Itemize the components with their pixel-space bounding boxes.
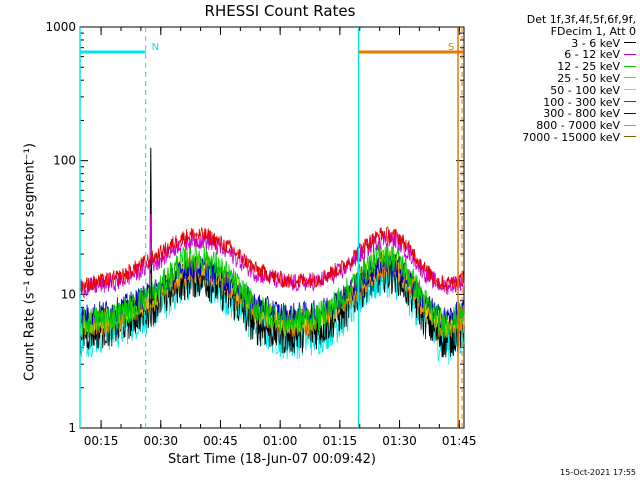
- legend-swatch: [624, 89, 636, 91]
- y-tick-label: 10: [61, 287, 76, 301]
- x-tick-label: 01:45: [442, 434, 477, 448]
- series-line: [79, 226, 465, 294]
- x-tick-label: 00:30: [143, 434, 178, 448]
- tick-labels: 1 10 100 1000 00:15 00:30 00:45 01:00 01:15 01:30…: [45, 20, 476, 448]
- legend-item-label: 300 - 800 keV: [543, 107, 620, 121]
- legend-item-label: 800 - 7000 keV: [536, 119, 620, 133]
- legend-item: 3 - 6 keV: [522, 36, 636, 50]
- legend-item: 12 - 25 keV: [522, 61, 636, 73]
- x-tick-label: 00:45: [203, 434, 238, 448]
- legend-item-label: 3 - 6 keV: [571, 36, 620, 50]
- legend-header-line-1: Det 1f,3f,4f,5f,6f,9f,: [526, 13, 636, 26]
- legend: Det 1f,3f,4f,5f,6f,9f, FDecim 1, Att 0 3…: [522, 14, 636, 144]
- legend-item: 300 - 800 keV: [522, 108, 636, 120]
- y-tick-label: 100: [53, 154, 76, 168]
- legend-item-label: 6 - 12 keV: [564, 48, 620, 62]
- legend-item-label: 25 - 50 keV: [557, 71, 620, 85]
- series-line: [79, 229, 465, 299]
- x-axis-label: Start Time (18-Jun-07 00:09:42): [168, 452, 376, 467]
- y-tick-label: 1: [68, 421, 76, 435]
- timestamp: 15-Oct-2021 17:55: [560, 468, 636, 477]
- series-line: [79, 241, 465, 338]
- series-layer: [79, 147, 465, 365]
- attenuator-label: S: [448, 42, 454, 53]
- legend-swatch: [624, 101, 636, 103]
- legend-header-line-2: FDecim 1, Att 0: [550, 24, 636, 38]
- y-axis-label: Count Rate (s⁻¹ detector segment⁻¹): [22, 143, 38, 381]
- legend-swatch: [624, 77, 636, 79]
- legend-item-label: 50 - 100 keV: [550, 83, 620, 97]
- x-tick-label: 01:00: [263, 434, 298, 448]
- legend-item: 7000 - 15000 keV: [522, 132, 636, 144]
- attenuator-label: N: [152, 42, 159, 53]
- plot-axes: [79, 26, 465, 429]
- legend-item: 6 - 12 keV: [522, 49, 636, 61]
- spike-mark: [149, 213, 153, 265]
- legend-swatch: [624, 124, 636, 126]
- chart-title: RHESSI Count Rates: [204, 2, 356, 20]
- legend-item-label: 12 - 25 keV: [557, 60, 620, 74]
- legend-swatch: [624, 42, 636, 44]
- legend-item-label: 100 - 300 keV: [543, 95, 620, 109]
- legend-swatch: [624, 136, 636, 138]
- legend-item-label: 7000 - 15000 keV: [522, 130, 620, 144]
- plot-frame: [79, 26, 465, 429]
- legend-item: 50 - 100 keV: [522, 83, 636, 97]
- legend-swatch: [624, 112, 636, 114]
- legend-item: 100 - 300 keV: [522, 95, 636, 109]
- legend-rows: 3 - 6 keV 6 - 12 keV 12 - 25 keV 25 - 50 ke…: [522, 36, 636, 144]
- x-tick-label: 01:15: [323, 434, 358, 448]
- y-tick-label: 1000: [45, 20, 76, 34]
- legend-swatch: [624, 65, 636, 67]
- x-tick-label: 00:15: [84, 434, 119, 448]
- x-tick-label: 01:30: [382, 434, 417, 448]
- legend-item: 800 - 7000 keV: [522, 120, 636, 132]
- legend-swatch: [624, 53, 636, 55]
- legend-item: 25 - 50 keV: [522, 73, 636, 85]
